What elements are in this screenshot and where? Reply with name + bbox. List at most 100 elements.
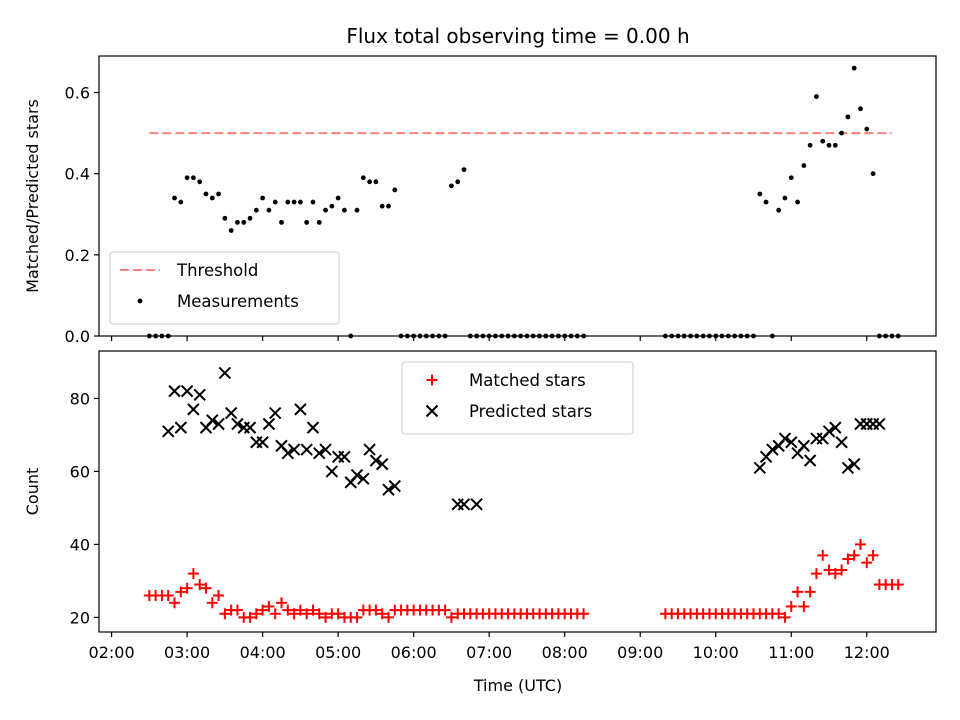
data-point bbox=[213, 590, 225, 602]
data-point bbox=[823, 564, 835, 576]
data-point bbox=[338, 450, 351, 464]
data-point bbox=[370, 604, 382, 616]
data-point bbox=[329, 203, 335, 209]
y-tick-label: 0.0 bbox=[65, 327, 90, 346]
data-point bbox=[738, 333, 744, 339]
data-point bbox=[168, 384, 181, 398]
data-point bbox=[169, 597, 181, 609]
data-point bbox=[829, 421, 842, 434]
data-point bbox=[200, 582, 212, 594]
data-point bbox=[829, 568, 841, 580]
data-point bbox=[256, 436, 269, 449]
data-point bbox=[253, 207, 259, 213]
data-point bbox=[382, 611, 394, 623]
data-point bbox=[306, 421, 320, 434]
data-point bbox=[269, 608, 281, 620]
data-point bbox=[549, 333, 555, 339]
data-point bbox=[180, 384, 194, 398]
data-point bbox=[291, 199, 297, 205]
data-point bbox=[499, 333, 505, 339]
data-point bbox=[325, 465, 339, 478]
data-point bbox=[474, 333, 479, 339]
y-tick-label: 0.2 bbox=[65, 246, 90, 265]
data-point bbox=[719, 333, 725, 339]
data-point bbox=[307, 604, 319, 616]
data-point bbox=[864, 126, 870, 132]
legend-label: Predicted stars bbox=[469, 402, 592, 421]
data-point bbox=[493, 333, 498, 339]
x-tick-label: 10:00 bbox=[693, 643, 739, 662]
data-point bbox=[376, 608, 388, 620]
data-point bbox=[175, 586, 187, 598]
series-measurements bbox=[146, 65, 901, 339]
x-tick-label: 09:00 bbox=[617, 643, 663, 662]
y-tick-label: 0.4 bbox=[65, 165, 90, 184]
count-x-ticks: 02:00 03:00 04:00 05:00 06:00 07:00 08:00 09:00… bbox=[89, 632, 890, 662]
data-point bbox=[814, 94, 819, 99]
ratio-y-axis-label: Matched/Predicted stars bbox=[23, 99, 42, 293]
data-point bbox=[842, 553, 854, 565]
data-point bbox=[350, 468, 364, 482]
data-point bbox=[231, 604, 243, 616]
data-point bbox=[194, 579, 206, 591]
data-point bbox=[486, 333, 492, 339]
data-point bbox=[294, 403, 307, 416]
data-point bbox=[753, 461, 766, 474]
data-point bbox=[861, 557, 873, 569]
x-tick-label: 03:00 bbox=[164, 643, 210, 662]
data-point bbox=[873, 417, 886, 431]
data-point bbox=[241, 219, 247, 225]
data-point bbox=[858, 106, 863, 112]
data-point bbox=[436, 333, 442, 339]
data-point bbox=[839, 130, 845, 136]
data-point bbox=[243, 421, 257, 434]
data-point bbox=[360, 175, 366, 181]
data-point bbox=[354, 207, 360, 213]
data-point bbox=[889, 333, 895, 339]
data-point bbox=[263, 600, 275, 612]
data-point bbox=[257, 604, 269, 616]
data-point bbox=[190, 175, 196, 181]
data-point bbox=[174, 421, 188, 434]
data-point bbox=[313, 608, 325, 620]
data-point bbox=[187, 403, 200, 416]
data-point bbox=[373, 179, 379, 185]
data-point bbox=[524, 333, 530, 339]
data-point bbox=[751, 333, 756, 339]
data-point bbox=[224, 406, 238, 420]
data-point bbox=[218, 366, 232, 380]
data-point bbox=[707, 333, 712, 339]
x-tick-label: 04:00 bbox=[240, 643, 286, 662]
data-point bbox=[792, 586, 804, 598]
data-point bbox=[187, 568, 199, 580]
ratio-panel: 0.0 0.2 0.4 0.6 Matched/Predicted stars Thr… bbox=[23, 55, 937, 346]
x-axis-label: Time (UTC) bbox=[473, 676, 562, 695]
series-predicted-stars bbox=[162, 366, 886, 511]
data-point bbox=[883, 333, 889, 339]
data-point bbox=[162, 590, 174, 602]
data-point bbox=[822, 425, 836, 438]
x-tick-label: 06:00 bbox=[391, 643, 437, 662]
y-tick-label: 60 bbox=[70, 462, 90, 481]
data-point bbox=[411, 333, 417, 339]
y-tick-label: 80 bbox=[70, 389, 90, 408]
count-y-ticks: 20 40 60 80 bbox=[70, 389, 99, 627]
data-point bbox=[836, 564, 848, 576]
ratio-legend: Threshold Measurements bbox=[109, 251, 340, 325]
data-point bbox=[272, 199, 278, 205]
x-tick-label: 11:00 bbox=[768, 643, 814, 662]
x-tick-label: 05:00 bbox=[315, 643, 361, 662]
data-point bbox=[247, 215, 253, 221]
data-point bbox=[578, 608, 590, 620]
data-point bbox=[713, 333, 719, 339]
data-point bbox=[276, 597, 288, 609]
data-point bbox=[867, 549, 879, 561]
data-point bbox=[430, 333, 435, 339]
data-point bbox=[870, 171, 876, 177]
data-point bbox=[820, 138, 826, 144]
data-point bbox=[231, 417, 244, 431]
chart-title: Flux total observing time = 0.00 h bbox=[346, 24, 689, 48]
data-point bbox=[304, 219, 310, 225]
data-point bbox=[165, 333, 171, 339]
